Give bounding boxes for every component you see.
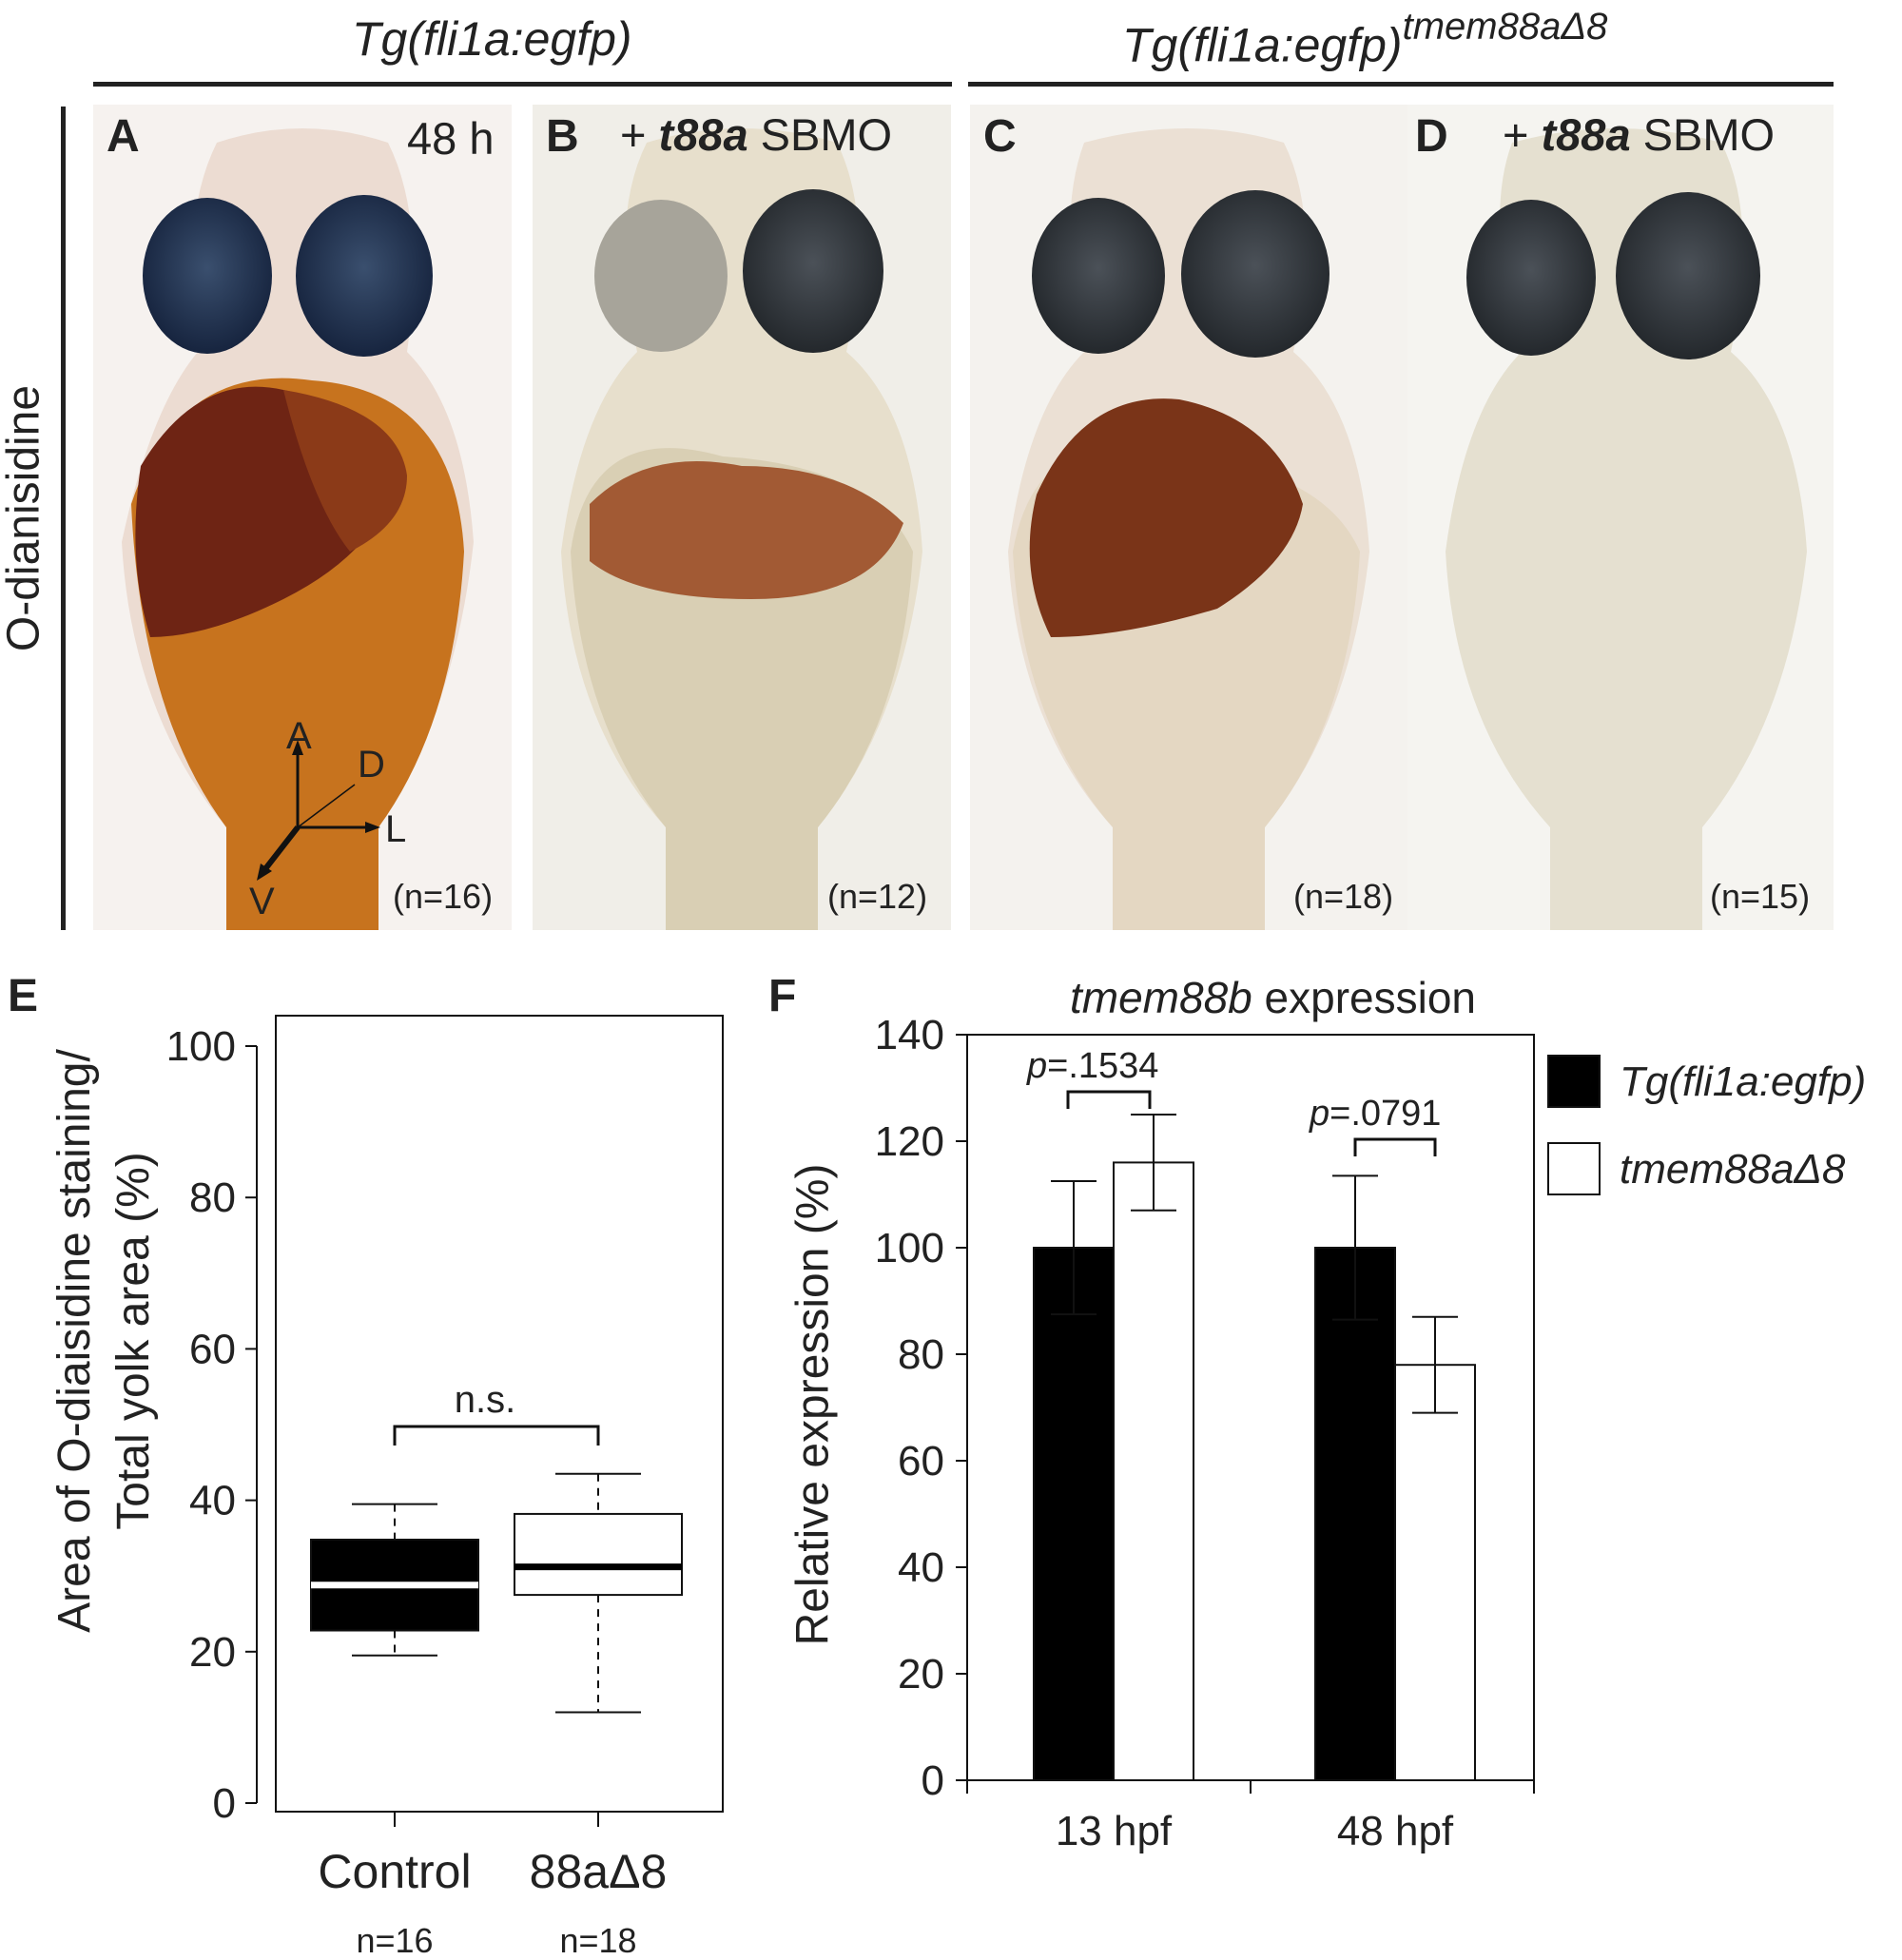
y-tick-label: 0 <box>922 1757 944 1804</box>
bar-13 hpf <box>1033 1247 1115 1781</box>
box-plot-frame <box>275 1015 724 1813</box>
panel-c-n: (n=18) <box>1293 877 1394 916</box>
axis-a-label: A <box>286 715 312 757</box>
x-category-label: 88aΔ8 <box>530 1845 668 1898</box>
header-left-rule <box>93 82 952 87</box>
y-tick-label: 120 <box>875 1118 944 1165</box>
x-category-label: 48 hpf <box>1337 1808 1454 1854</box>
y-tick-label: 0 <box>213 1780 236 1827</box>
y-tick-label: 100 <box>875 1225 944 1271</box>
x-category-label: 13 hpf <box>1056 1808 1173 1854</box>
y-tick-label: 40 <box>898 1544 944 1591</box>
panel-a-letter: A <box>107 111 140 162</box>
panel-b-letter: B <box>546 111 579 162</box>
panel-b-photo: B + t88a SBMO (n=12) <box>533 105 951 930</box>
panel-d-caption-prefix: + <box>1503 109 1542 160</box>
y-tick-label: 60 <box>189 1326 236 1372</box>
p-value-13hpf: p=.1534 <box>1027 1046 1158 1087</box>
panel-c-letter: C <box>983 111 1017 162</box>
panel-a-time: 48 h <box>407 113 495 164</box>
panel-d-n: (n=15) <box>1710 877 1811 916</box>
panel-d-letter: D <box>1415 111 1448 162</box>
y-tick-label: 140 <box>875 1012 944 1058</box>
header-left-genotype: Tg(fli1a:egfp) <box>352 12 632 66</box>
panel-f-title-gene: tmem88b <box>1070 973 1252 1022</box>
embryo-a-image <box>93 105 512 930</box>
panel-f-title: tmem88b expression <box>1070 972 1476 1023</box>
panel-d-photo: D + t88a SBMO (n=15) <box>1407 105 1834 930</box>
embryo-b-image <box>533 105 951 930</box>
axis-v-label: V <box>249 881 275 922</box>
x-category-label: Control <box>318 1845 471 1898</box>
legend-swatch <box>1547 1055 1601 1108</box>
orientation-axes <box>257 740 380 881</box>
stain-rule <box>61 107 66 930</box>
bar-48 hpf <box>1314 1247 1396 1781</box>
significance-bracket <box>393 1425 600 1446</box>
y-tick-label: 100 <box>166 1023 236 1070</box>
bar-13 hpf <box>1113 1161 1194 1781</box>
panel-a-n: (n=16) <box>393 877 494 916</box>
y-tick-label: 60 <box>898 1438 944 1485</box>
legend-label: tmem88aΔ8 <box>1620 1146 1846 1193</box>
y-tick-label: 20 <box>898 1651 944 1698</box>
panel-d-caption-suffix: SBMO <box>1630 109 1776 160</box>
legend-label: Tg(fli1a:egfp) <box>1620 1058 1866 1105</box>
axis-l-label: L <box>385 808 407 850</box>
panel-c-photo: C (n=18) <box>970 105 1407 930</box>
p-value-13hpf-value: =.1534 <box>1047 1046 1159 1086</box>
header-right-label: Tg(fli1a:egfp) <box>1122 18 1403 72</box>
p-value-13hpf-p: p <box>1027 1046 1048 1086</box>
embryo-c-image <box>970 105 1407 930</box>
p-value-bracket <box>1066 1090 1152 1109</box>
header-right-genotype: Tg(fli1a:egfp)tmem88aΔ8 <box>1122 6 1607 73</box>
legend-swatch <box>1547 1142 1601 1195</box>
p-value-48hpf-value: =.0791 <box>1329 1094 1442 1134</box>
box-iqr-88aΔ8 <box>514 1512 683 1597</box>
panel-a-photo: A 48 h (n=16) A D L V <box>93 105 512 930</box>
panel-e-n-control: n=16 <box>356 1921 434 1960</box>
y-tick-label: 80 <box>898 1331 944 1378</box>
bar-48 hpf <box>1394 1364 1476 1781</box>
panel-f-letter: F <box>768 971 797 1021</box>
y-tick-label: 40 <box>189 1478 236 1524</box>
panel-f-title-rest: expression <box>1252 973 1476 1022</box>
panel-e-n-mutant: n=18 <box>559 1921 637 1960</box>
p-value-48hpf: p=.0791 <box>1310 1094 1441 1135</box>
panel-d-caption: + t88a SBMO <box>1503 108 1775 161</box>
y-tick-label: 80 <box>189 1174 236 1221</box>
header-right-superscript: tmem88aΔ8 <box>1402 6 1608 48</box>
panel-b-caption-morpholino: t88a <box>658 109 748 160</box>
p-value-48hpf-p: p <box>1310 1094 1330 1134</box>
panel-e-letter: E <box>8 971 39 1021</box>
panel-b-caption-suffix: SBMO <box>747 109 893 160</box>
y-tick-label: 20 <box>189 1629 236 1676</box>
header-right-rule <box>968 82 1834 87</box>
panel-b-caption: + t88a SBMO <box>620 108 892 161</box>
panel-e-significance: n.s. <box>454 1379 516 1421</box>
embryo-d-image <box>1407 105 1834 930</box>
panel-b-n: (n=12) <box>827 877 928 916</box>
panel-d-caption-morpholino: t88a <box>1541 109 1631 160</box>
panel-b-caption-prefix: + <box>620 109 659 160</box>
axis-d-label: D <box>358 744 385 786</box>
p-value-bracket <box>1353 1137 1437 1156</box>
